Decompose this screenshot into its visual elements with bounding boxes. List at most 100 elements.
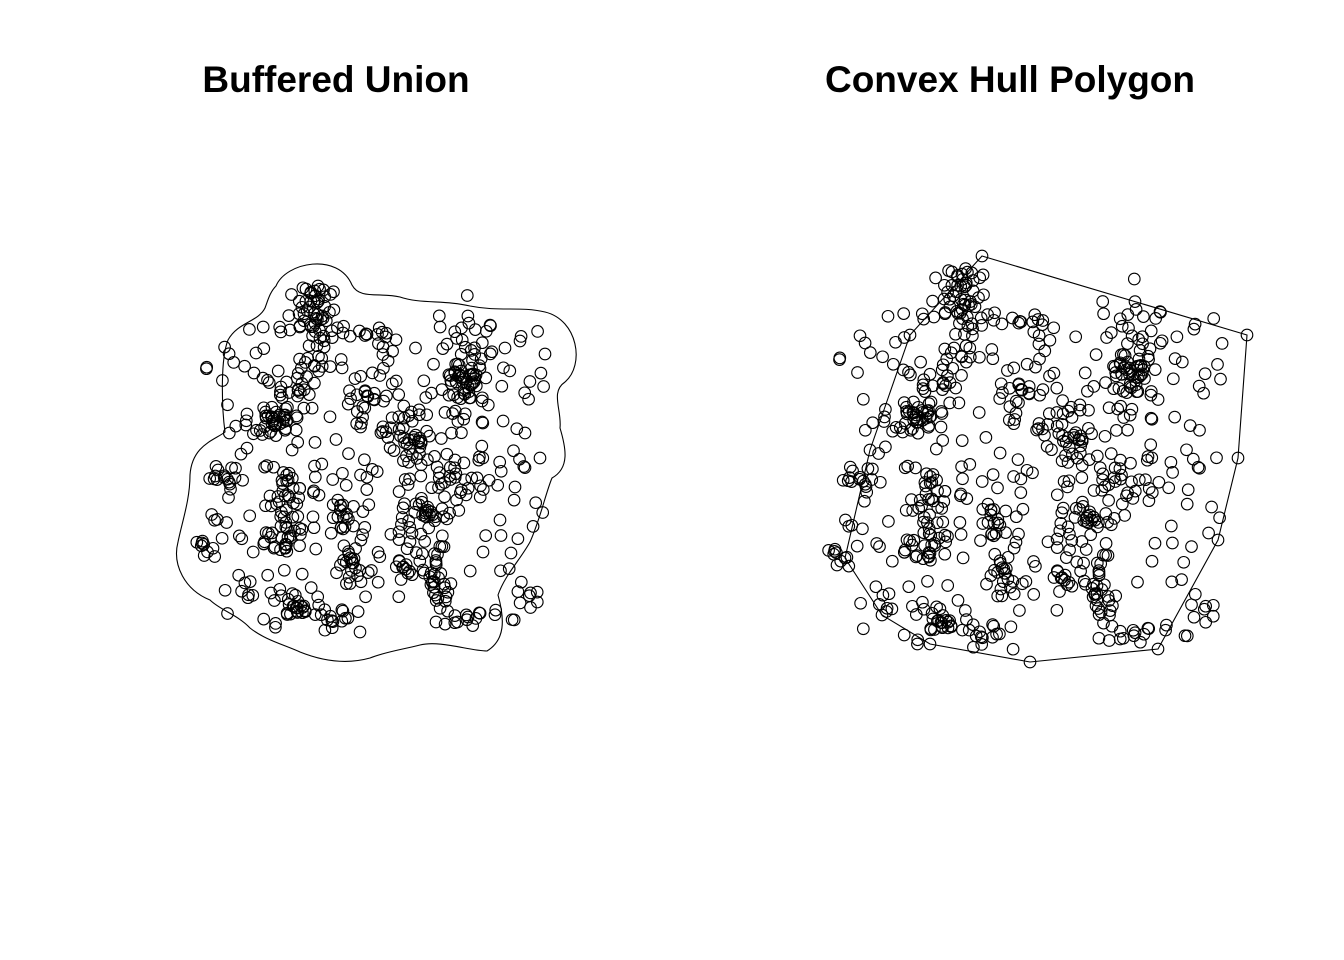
data-point — [1141, 621, 1155, 635]
data-point — [220, 516, 233, 529]
data-point — [458, 407, 472, 421]
data-point — [238, 576, 252, 590]
data-point — [285, 288, 298, 301]
data-point — [932, 614, 945, 627]
data-point — [393, 555, 406, 568]
data-point — [1091, 520, 1104, 534]
data-point — [946, 289, 960, 302]
data-point — [1144, 385, 1158, 398]
data-point — [903, 534, 917, 548]
data-point — [1211, 533, 1225, 547]
data-point — [916, 595, 929, 609]
data-point — [1007, 541, 1021, 555]
data-point — [269, 617, 282, 630]
data-point — [1101, 515, 1114, 529]
data-point — [833, 351, 847, 365]
data-point — [991, 566, 1004, 579]
data-point — [335, 603, 349, 617]
data-point — [216, 374, 229, 387]
buffered-union-outline — [176, 263, 577, 662]
data-point — [1107, 382, 1121, 396]
data-point — [419, 391, 433, 404]
data-point — [286, 510, 300, 524]
data-point — [851, 366, 864, 379]
data-point — [1007, 417, 1021, 431]
data-point — [274, 510, 288, 523]
data-point — [1132, 352, 1146, 366]
data-point — [257, 342, 271, 355]
data-point — [331, 493, 345, 507]
data-point — [1099, 376, 1112, 389]
data-point — [1102, 478, 1116, 492]
data-point — [470, 471, 484, 485]
data-point — [981, 308, 994, 321]
data-point — [297, 383, 311, 397]
data-point — [1136, 337, 1149, 351]
data-point — [898, 461, 912, 475]
data-point — [485, 345, 499, 359]
data-point — [445, 426, 458, 440]
data-point — [854, 596, 867, 610]
data-point — [403, 535, 417, 549]
data-point — [483, 347, 497, 361]
data-point — [359, 590, 372, 604]
data-point — [1128, 295, 1142, 308]
data-point — [843, 460, 857, 474]
data-point — [1056, 394, 1069, 407]
data-point — [336, 510, 350, 524]
data-point — [946, 361, 960, 375]
data-point — [1132, 359, 1145, 373]
data-point — [1188, 317, 1202, 331]
data-point — [385, 377, 399, 391]
data-point — [336, 604, 350, 618]
data-point — [1035, 318, 1049, 332]
data-point — [1029, 360, 1042, 374]
data-point — [387, 444, 401, 457]
data-point — [1001, 550, 1015, 564]
data-point — [880, 601, 894, 615]
data-point — [1063, 527, 1076, 541]
data-point — [420, 408, 434, 422]
data-point — [510, 422, 524, 436]
data-point — [1082, 403, 1095, 417]
data-point — [1053, 524, 1067, 538]
data-point — [467, 375, 481, 388]
data-point — [259, 499, 272, 513]
data-point — [911, 637, 924, 651]
data-point — [429, 558, 443, 572]
data-point — [1038, 428, 1051, 442]
data-point — [222, 426, 236, 440]
data-point — [321, 613, 334, 627]
data-point — [875, 608, 889, 622]
data-point — [1020, 463, 1034, 477]
data-point — [1178, 629, 1192, 643]
data-point — [428, 514, 441, 528]
data-point — [1159, 623, 1172, 637]
data-point — [342, 545, 355, 558]
data-point — [915, 307, 929, 321]
data-point — [365, 564, 378, 577]
data-point — [440, 512, 454, 526]
data-point — [953, 306, 967, 320]
data-point — [394, 429, 407, 443]
data-point — [1090, 449, 1104, 463]
data-point — [258, 460, 271, 474]
data-point — [1019, 575, 1033, 588]
data-point — [1009, 510, 1023, 524]
data-point — [235, 584, 248, 598]
data-point — [300, 370, 313, 383]
data-point — [326, 511, 340, 525]
data-point — [518, 386, 532, 400]
data-point — [1214, 372, 1227, 386]
data-point — [1125, 475, 1138, 489]
data-point — [943, 396, 957, 410]
data-point — [856, 622, 870, 636]
data-point — [275, 391, 289, 405]
data-point — [1131, 385, 1145, 398]
data-point — [448, 325, 462, 339]
data-point — [476, 416, 490, 430]
data-point — [265, 417, 279, 431]
data-point — [963, 458, 977, 471]
data-point — [355, 416, 368, 430]
data-point — [996, 575, 1010, 588]
